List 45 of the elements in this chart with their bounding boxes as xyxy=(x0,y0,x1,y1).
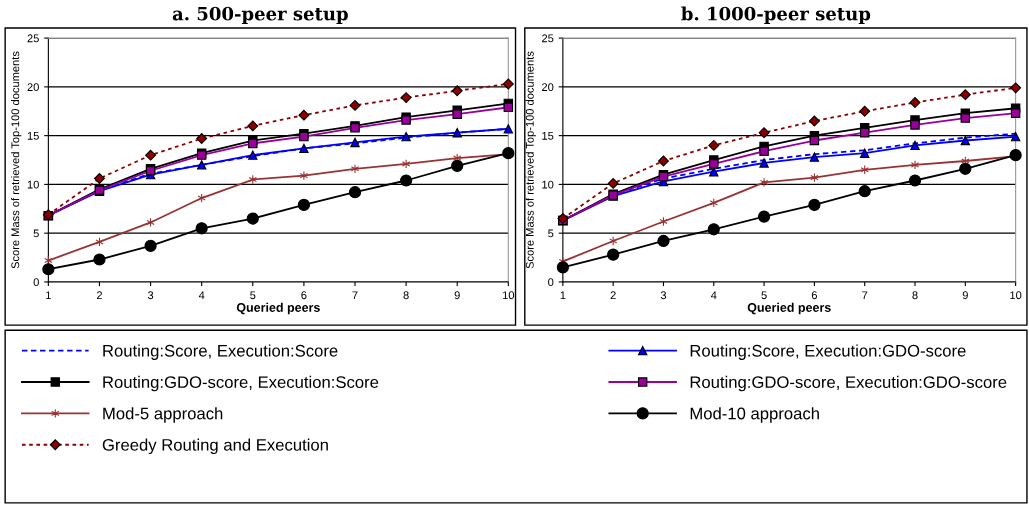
x-tick-label: 7 xyxy=(352,291,358,300)
chart-title: a. 500-peer setup xyxy=(172,6,348,24)
y-tick-label: 5 xyxy=(33,229,39,238)
legend-label: Routing:GDO-score, Execution:Score xyxy=(103,375,379,392)
x-tick-label: 7 xyxy=(862,291,868,300)
legend-label: Routing:GDO-score, Execution:GDO-score xyxy=(690,375,1007,392)
y-axis-title: Score Mass of retrieved Top-100 documents xyxy=(525,51,536,269)
x-tick-label: 9 xyxy=(962,291,968,300)
x-tick-label: 5 xyxy=(250,291,256,300)
legend-label: Greedy Routing and Execution xyxy=(102,438,328,455)
x-tick-label: 8 xyxy=(912,291,918,300)
y-tick-label: 20 xyxy=(542,83,554,91)
legend-label: Mod-5 approach xyxy=(103,407,223,423)
x-tick-label: 5 xyxy=(761,291,767,300)
y-tick-label: 10 xyxy=(542,180,554,189)
x-axis-title: Queried peers xyxy=(236,302,320,315)
x-tick-label: 10 xyxy=(1010,291,1022,300)
y-tick-label: 15 xyxy=(542,132,554,140)
x-tick-label: 10 xyxy=(502,291,515,300)
y-tick-label: 25 xyxy=(542,34,554,43)
x-tick-label: 3 xyxy=(147,291,154,300)
x-tick-label: 3 xyxy=(660,291,667,300)
x-tick-label: 4 xyxy=(710,291,717,300)
x-tick-label: 9 xyxy=(454,291,460,300)
y-tick-label: 0 xyxy=(33,278,39,287)
y-tick-label: 15 xyxy=(27,132,39,140)
x-axis-title: Queried peers xyxy=(747,302,831,315)
legend-label: Mod-10 approach xyxy=(690,407,819,423)
x-tick-label: 2 xyxy=(610,291,616,300)
y-tick-label: 25 xyxy=(27,34,39,43)
x-tick-label: 6 xyxy=(301,291,307,300)
y-tick-label: 20 xyxy=(27,83,39,91)
chart-title: b. 1000-peer setup xyxy=(681,6,871,24)
y-axis-title: Score Mass of retrieved Top-100 documents xyxy=(11,51,22,269)
x-tick-label: 4 xyxy=(198,291,205,300)
legend-label: Routing:Score, Execution:Score xyxy=(103,344,338,360)
y-tick-label: 0 xyxy=(548,278,554,287)
legend-label: Routing:Score, Execution:GDO-score xyxy=(690,344,966,360)
y-tick-label: 10 xyxy=(27,180,39,189)
x-tick-label: 6 xyxy=(811,291,817,300)
x-tick-label: 8 xyxy=(403,291,409,300)
x-tick-label: 1 xyxy=(46,291,51,300)
y-tick-label: 5 xyxy=(548,229,554,238)
x-tick-label: 2 xyxy=(96,291,102,300)
x-tick-label: 1 xyxy=(560,291,566,300)
